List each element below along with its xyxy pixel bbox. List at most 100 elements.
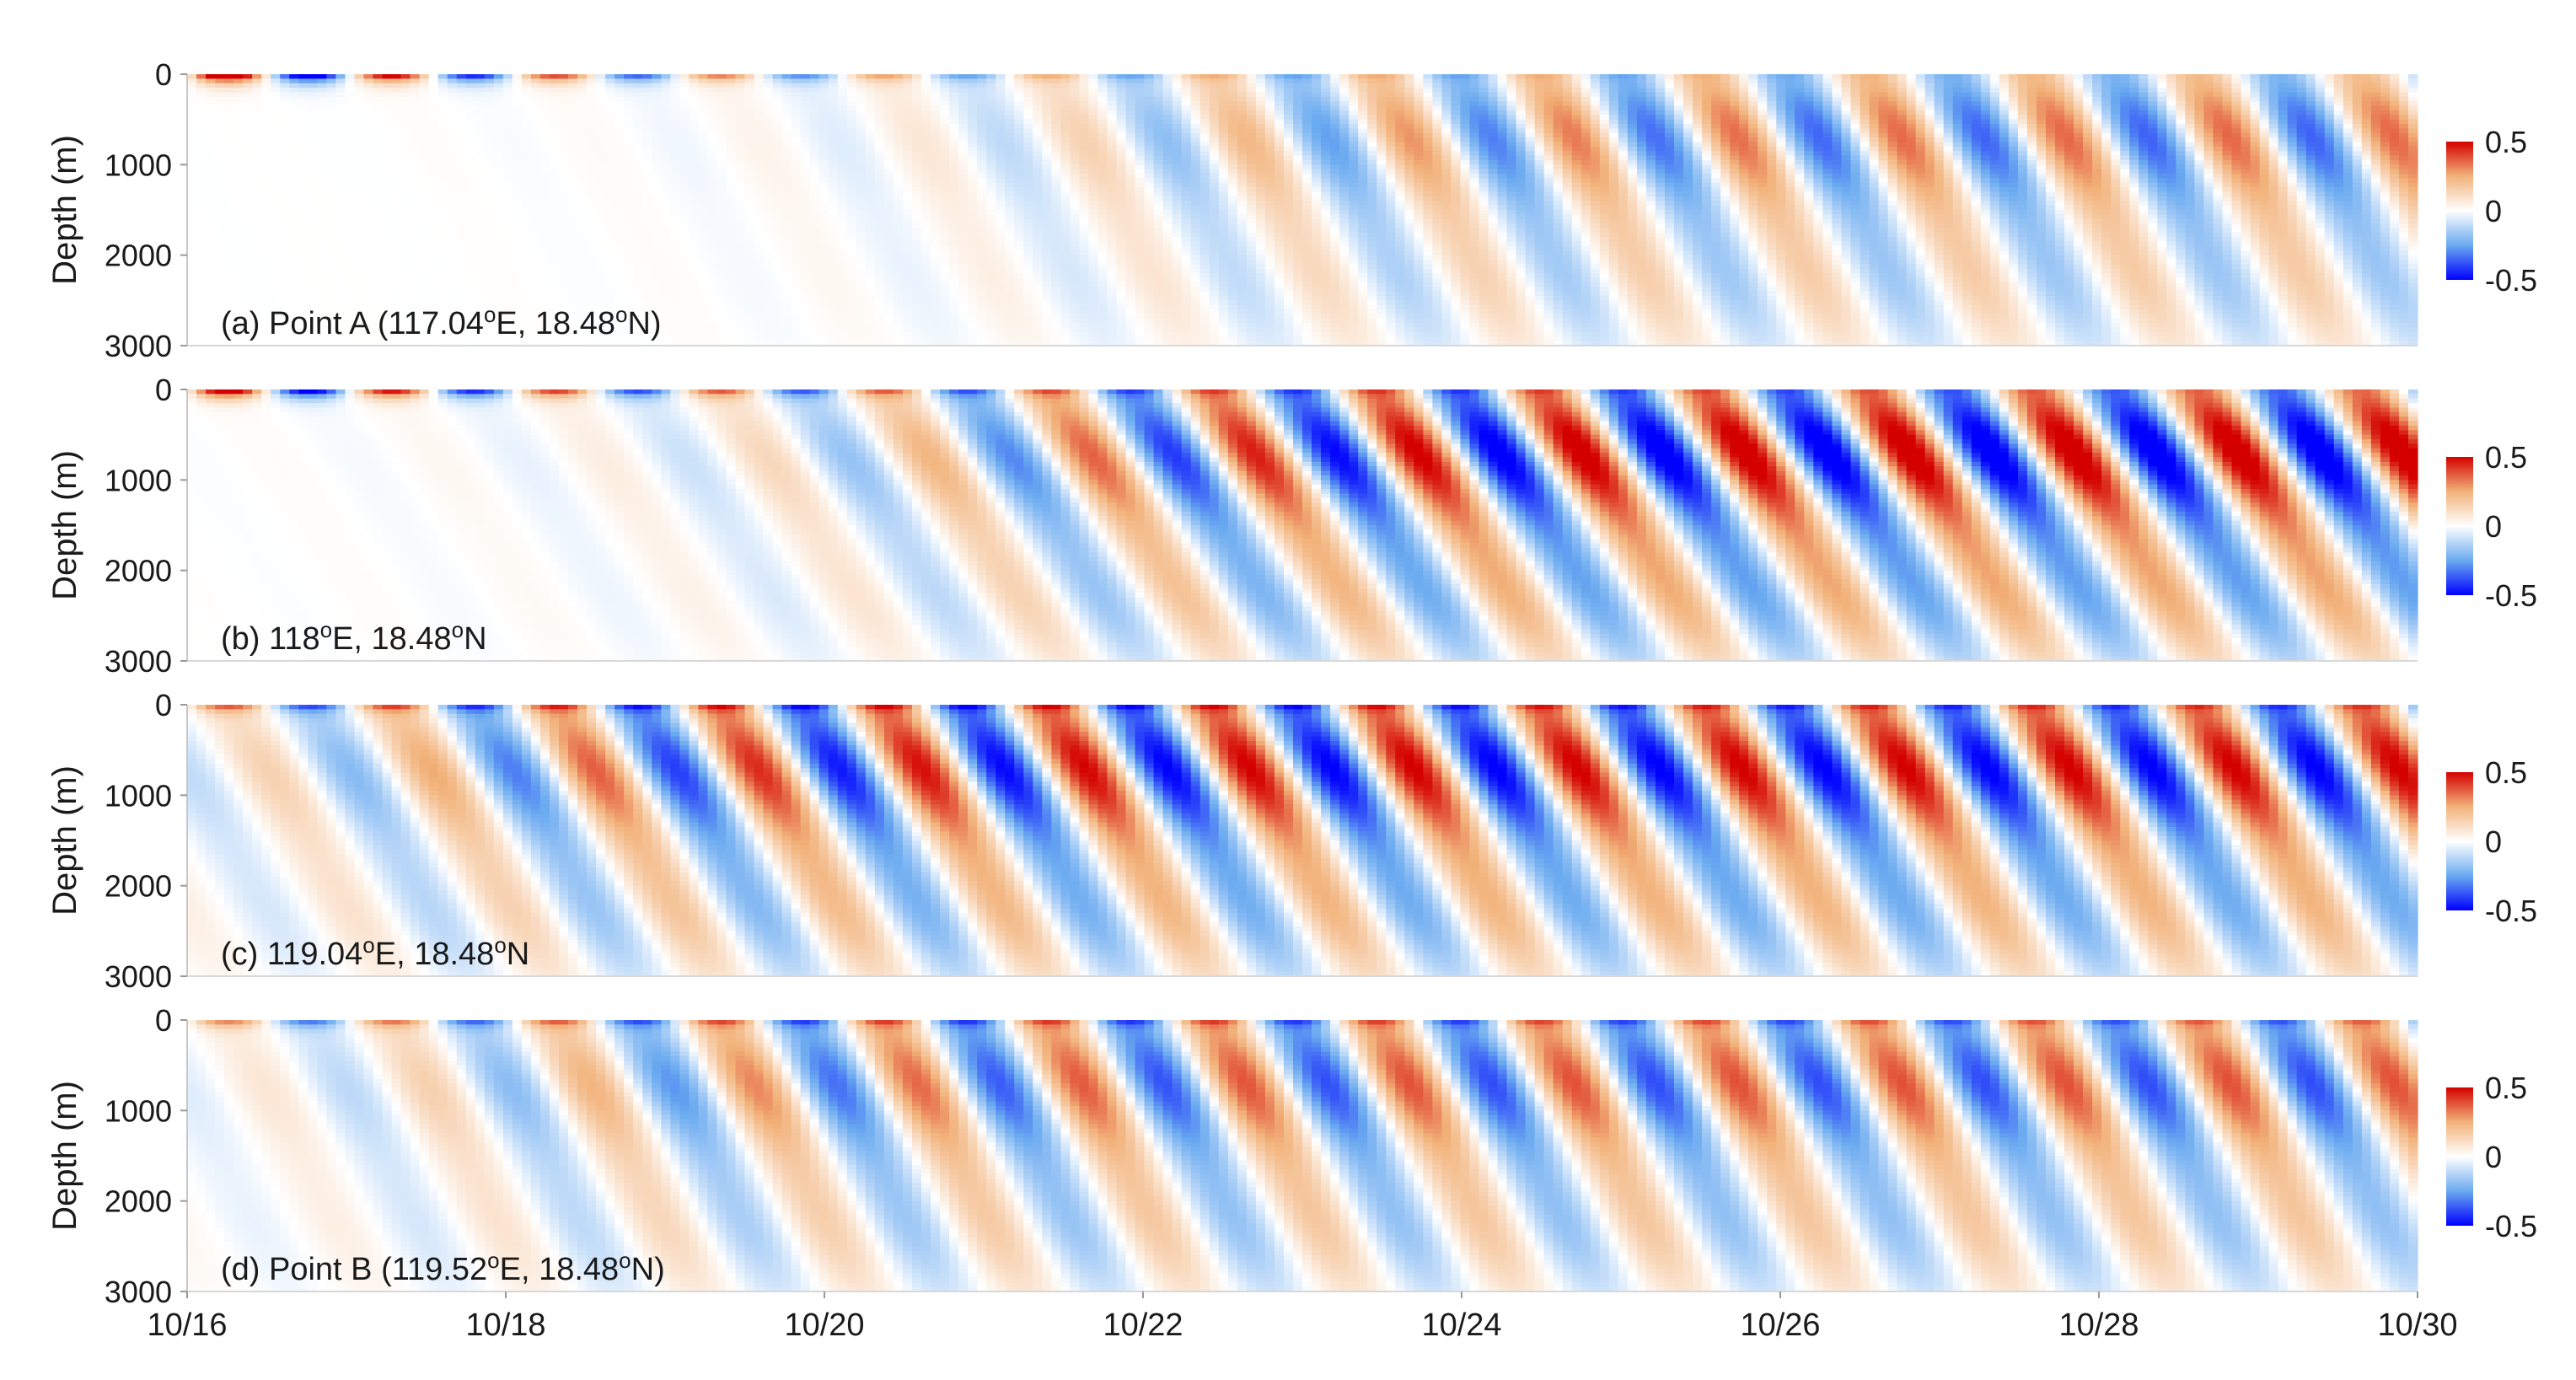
- heatmap-cell: [996, 97, 1006, 102]
- heatmap-cell: [1600, 97, 1610, 102]
- heatmap-cell: [1256, 83, 1266, 89]
- heatmap-cell: [2213, 97, 2223, 102]
- heatmap-cell: [2353, 101, 2363, 106]
- heatmap-cell: [2353, 92, 2363, 97]
- heatmap-cell: [735, 88, 745, 93]
- heatmap-cell: [1265, 106, 1275, 111]
- heatmap-cell: [187, 83, 197, 89]
- heatmap-cell: [792, 101, 802, 106]
- heatmap-cell: [1432, 78, 1442, 83]
- heatmap-cell: [1516, 74, 1527, 79]
- heatmap-cell: [903, 88, 913, 93]
- heatmap-cell: [856, 92, 867, 97]
- heatmap-cell: [1554, 88, 1564, 93]
- heatmap-cell: [206, 88, 216, 93]
- heatmap-cell: [1832, 92, 1842, 97]
- heatmap-cell: [2046, 101, 2056, 106]
- heatmap-cell: [856, 74, 867, 79]
- heatmap-cell: [1702, 97, 1712, 102]
- heatmap-cell: [764, 97, 774, 102]
- heatmap-cell: [540, 92, 550, 97]
- heatmap-cell: [940, 83, 950, 89]
- heatmap-cell: [206, 74, 216, 79]
- heatmap-cell: [773, 78, 783, 83]
- heatmap-cell: [1489, 101, 1499, 106]
- heatmap-cell: [2399, 78, 2409, 83]
- heatmap-cell: [2297, 92, 2307, 97]
- heatmap-cell: [345, 88, 355, 93]
- heatmap-cell: [373, 78, 384, 83]
- heatmap-cell: [466, 88, 476, 93]
- heatmap-cell: [1088, 74, 1098, 79]
- heatmap-cell: [596, 92, 606, 97]
- heatmap-cell: [317, 92, 327, 97]
- heatmap-cell: [448, 97, 458, 102]
- heatmap-cell: [661, 88, 671, 93]
- heatmap-cell: [550, 101, 560, 106]
- heatmap-cell: [661, 83, 671, 89]
- heatmap-cell: [1079, 101, 1089, 106]
- heatmap-cell: [392, 101, 402, 106]
- heatmap-cell: [457, 101, 467, 106]
- heatmap-cell: [1042, 101, 1052, 106]
- heatmap-cell: [2055, 97, 2065, 102]
- heatmap-cell: [1107, 101, 1117, 106]
- heatmap-cell: [894, 92, 904, 97]
- heatmap-cell: [373, 92, 384, 97]
- heatmap-cell: [1498, 92, 1508, 97]
- heatmap-cell: [1284, 106, 1294, 111]
- heatmap-cell: [354, 74, 364, 79]
- heatmap-cell: [1023, 92, 1033, 97]
- heatmap-cell: [1247, 88, 1257, 93]
- heatmap-cell: [2316, 78, 2326, 83]
- heatmap-cell: [2288, 101, 2298, 106]
- heatmap-cell: [1888, 88, 1898, 93]
- heatmap-cell: [1163, 106, 1173, 111]
- heatmap-cell: [1516, 78, 1527, 83]
- heatmap-cell: [1507, 106, 1517, 111]
- heatmap-cell: [642, 106, 652, 111]
- heatmap-cell: [522, 78, 532, 83]
- heatmap-cell: [2157, 74, 2167, 79]
- heatmap-cell: [1916, 101, 1926, 106]
- heatmap-cell: [252, 88, 262, 93]
- heatmap-cell: [792, 88, 802, 93]
- heatmap-cell: [243, 78, 253, 83]
- heatmap-cell: [2185, 74, 2195, 79]
- heatmap-cell: [1210, 83, 1220, 89]
- heatmap-cell: [373, 83, 384, 89]
- heatmap-cell: [614, 78, 625, 83]
- heatmap-cell: [1683, 97, 1693, 102]
- heatmap-cell: [1804, 83, 1814, 89]
- heatmap-cell: [1312, 92, 1322, 97]
- heatmap-cell: [1822, 78, 1833, 83]
- heatmap-cell: [1339, 92, 1350, 97]
- heatmap-cell: [1711, 88, 1721, 93]
- heatmap-cell: [2251, 83, 2261, 89]
- heatmap-cell: [2083, 83, 2093, 89]
- heatmap-cell: [1033, 92, 1043, 97]
- heatmap-cell: [1321, 101, 1331, 106]
- heatmap-cell: [2092, 88, 2102, 93]
- heatmap-cell: [1907, 74, 1917, 79]
- heatmap-cell: [1079, 88, 1089, 93]
- heatmap-cell: [1367, 106, 1377, 111]
- heatmap-cell: [810, 106, 820, 111]
- heatmap-cell: [1748, 83, 1758, 89]
- heatmap-cell: [596, 97, 606, 102]
- heatmap-cell: [1097, 83, 1108, 89]
- heatmap-cell: [2222, 101, 2232, 106]
- heatmap-cell: [438, 97, 448, 102]
- heatmap-cell: [1302, 74, 1312, 79]
- heatmap-cell: [224, 78, 234, 83]
- heatmap-cell: [1023, 97, 1033, 102]
- heatmap-cell: [2194, 74, 2204, 79]
- heatmap-cell: [1748, 106, 1758, 111]
- heatmap-cell: [1386, 74, 1396, 79]
- heatmap-cell: [1079, 97, 1089, 102]
- heatmap-cell: [996, 83, 1006, 89]
- heatmap-cell: [2213, 101, 2223, 106]
- heatmap-cell: [829, 83, 839, 89]
- heatmap-cell: [2260, 78, 2270, 83]
- heatmap-cell: [977, 74, 987, 79]
